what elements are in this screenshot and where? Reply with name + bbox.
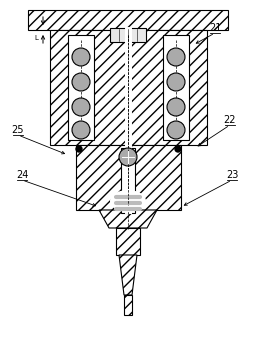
Text: 25: 25 — [12, 125, 24, 135]
Circle shape — [175, 146, 181, 152]
Bar — [28, 10, 228, 30]
Circle shape — [72, 48, 90, 66]
Bar — [116, 228, 140, 255]
Bar — [121, 148, 135, 213]
Text: 23: 23 — [226, 170, 238, 180]
Bar — [110, 28, 146, 42]
Circle shape — [72, 121, 90, 139]
Polygon shape — [99, 210, 157, 228]
Circle shape — [167, 98, 185, 116]
Circle shape — [167, 121, 185, 139]
Bar — [124, 295, 132, 315]
Circle shape — [72, 98, 90, 116]
Bar — [163, 35, 189, 140]
Circle shape — [72, 73, 90, 91]
Circle shape — [167, 48, 185, 66]
Text: L: L — [34, 35, 38, 41]
Bar — [68, 35, 94, 140]
Text: 22: 22 — [224, 115, 236, 125]
Text: 24: 24 — [16, 170, 28, 180]
Circle shape — [119, 148, 137, 166]
Circle shape — [167, 73, 185, 91]
Ellipse shape — [110, 190, 146, 212]
Circle shape — [76, 146, 82, 152]
Polygon shape — [119, 255, 137, 295]
Text: 21: 21 — [209, 23, 221, 33]
Bar — [50, 30, 207, 145]
Bar — [76, 145, 181, 210]
